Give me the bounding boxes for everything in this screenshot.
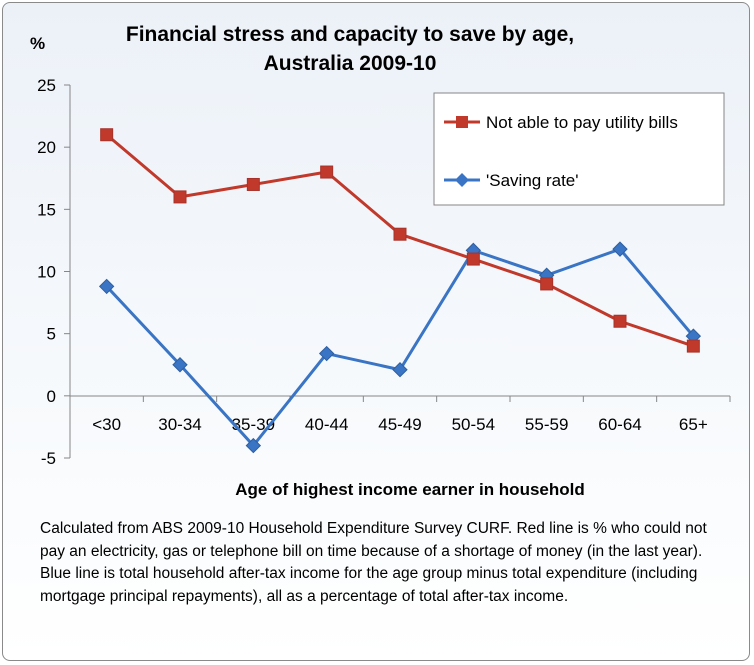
- chart-title-line-2: Australia 2009-10: [263, 52, 437, 75]
- legend-marker-diamond: [455, 173, 469, 187]
- data-point-utility-bills: [466, 252, 480, 266]
- x-tick-label: 45-49: [378, 415, 421, 434]
- data-point-saving-rate: [392, 362, 408, 378]
- footnote: Calculated from ABS 2009-10 Household Ex…: [40, 520, 707, 605]
- y-tick-label: 5: [47, 325, 56, 344]
- x-tick-label: 50-54: [452, 415, 495, 434]
- data-point-utility-bills: [173, 190, 187, 204]
- legend-box: [433, 92, 725, 206]
- x-tick-label: 60-64: [598, 415, 641, 434]
- y-tick-label: -5: [41, 449, 56, 468]
- x-tick-label: 35-39: [232, 415, 275, 434]
- data-point-utility-bills: [393, 227, 407, 241]
- y-tick-label: 20: [37, 138, 56, 157]
- legend-label: 'Saving rate': [486, 171, 579, 190]
- y-tick-label: 0: [47, 387, 56, 406]
- legend: Not able to pay utility bills 'Saving rat…: [433, 92, 725, 206]
- data-point-saving-rate: [318, 345, 335, 362]
- data-point-utility-bills: [686, 339, 700, 353]
- legend-label: Not able to pay utility bills: [486, 113, 678, 132]
- data-point-utility-bills: [613, 314, 627, 328]
- x-tick-label: 30-34: [158, 415, 201, 434]
- y-axis-unit-label: %: [30, 34, 46, 53]
- x-axis-label: Age of highest income earner in househol…: [235, 480, 585, 499]
- axes-group: 25 20 15 10 5 0 -5 <30 30-34 35-39 40-44 45-49 50-54…: [37, 76, 731, 468]
- x-tick-label: 40-44: [305, 415, 348, 434]
- x-tick-label: 55-59: [525, 415, 568, 434]
- data-point-utility-bills: [540, 277, 554, 291]
- data-point-utility-bills: [100, 128, 114, 142]
- data-point-saving-rate: [612, 241, 628, 257]
- x-tick-label: 65+: [679, 415, 708, 434]
- data-point-saving-rate: [172, 357, 188, 373]
- y-tick-label: 15: [37, 200, 56, 219]
- data-point-utility-bills: [246, 177, 260, 191]
- data-point-utility-bills: [320, 165, 334, 179]
- legend-marker-square: [456, 116, 468, 128]
- y-tick-label: 25: [37, 76, 56, 95]
- data-point-saving-rate: [98, 278, 115, 295]
- chart-title-line-1: Financial stress and capacity to save by…: [125, 23, 575, 46]
- chart-title: Financial stress and capacity to save by…: [110, 20, 590, 78]
- series-group: [98, 128, 702, 454]
- data-point-saving-rate: [245, 437, 262, 454]
- y-tick-label: 10: [37, 263, 56, 282]
- x-tick-label: <30: [92, 415, 121, 434]
